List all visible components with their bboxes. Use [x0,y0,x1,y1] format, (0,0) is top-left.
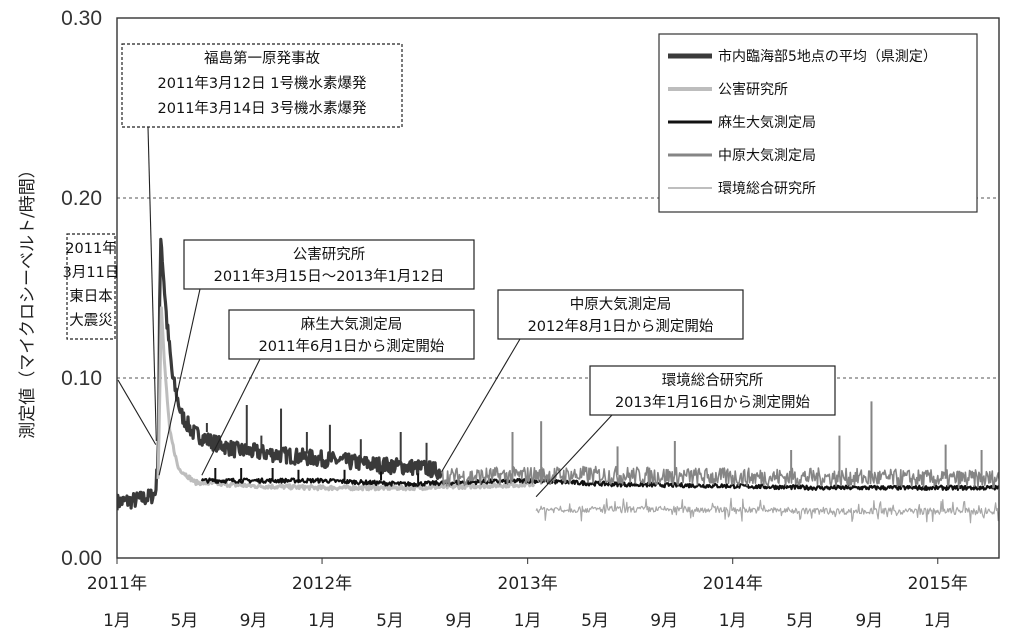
legend-label: 公害研究所 [718,82,788,98]
x-month-label: 5月 [581,611,609,631]
annotation-text: 東日本 [69,288,113,305]
y-tick-label: 0.10 [61,367,102,390]
annotation-text: 中原大気測定局 [570,296,672,313]
annotation-pointer [158,288,201,476]
annotation-text: 大震災 [69,312,113,329]
x-month-label: 1月 [103,611,131,631]
x-month-label: 9月 [240,611,268,631]
y-axis-label: 測定値（マイクロシーベルト/時間） [18,161,38,438]
annotation-box [497,289,744,340]
annotation-text: 3月11日 [63,265,120,281]
annotation-box [66,233,116,340]
annotations: 福島第一原発事故 2011年3月12日 1号機水素爆発 2011年3月14日 3号機… [63,43,836,498]
annotation-box [228,309,475,360]
x-year-label: 2013年 [498,574,558,594]
x-month-label: 9月 [445,611,473,631]
series-4 [535,497,999,524]
y-tick-label: 0.30 [61,7,102,30]
annotation-2: 公害研究所 2011年3月15日～2013年1月12日 [158,239,475,476]
annotation-text: 2011年3月12日 1号機水素爆発 [158,75,367,92]
series-layer [117,237,999,524]
annotation-text: 2011年3月14日 3号機水素爆発 [158,100,367,117]
plot-frame [116,17,1000,559]
x-year-label: 2015年 [908,574,968,594]
series-2 [200,468,999,491]
annotation-box [589,365,836,416]
annotation-3: 麻生大気測定局 2011年6月1日から測定開始 [201,309,475,476]
x-month-label: 1月 [719,611,747,631]
annotation-4: 中原大気測定局 2012年8月1日から測定開始 [441,289,744,472]
annotation-pointer [201,358,261,476]
x-year-label: 2014年 [703,574,763,594]
y-tick-label: 0.20 [61,187,102,210]
x-month-label: 1月 [924,611,952,631]
legend-label: 中原大気測定局 [718,148,816,164]
x-year-label: 2011年 [87,574,147,594]
series-3 [440,401,999,489]
annotation-text: 2011年3月15日～2013年1月12日 [214,268,445,285]
x-month-label: 1月 [308,611,336,631]
annotation-text: 2011年 [65,240,116,257]
legend-label: 環境総合研究所 [718,181,816,197]
annotation-text: 2011年6月1日から測定開始 [259,338,445,355]
series-line [200,477,999,491]
annotation-text: 2012年8月1日から測定開始 [528,318,714,335]
annotation-pointer [147,126,157,442]
legend-label: 麻生大気測定局 [718,115,816,131]
x-month-label: 9月 [650,611,678,631]
annotation-pointer [535,414,613,498]
annotation-text: 環境総合研究所 [662,371,764,389]
annotation-text: 公害研究所 [293,246,366,263]
x-year-label: 2012年 [292,574,352,594]
x-month-label: 1月 [514,611,542,631]
x-month-label: 5月 [786,611,814,631]
x-month-label: 5月 [376,611,404,631]
axes: 0.00 0.10 0.20 0.30 2011年 2012年 2013年 2014年 2015… [61,7,968,631]
annotation-text: 麻生大気測定局 [301,316,403,333]
series-line [535,497,999,524]
annotation-pointer [117,379,157,445]
annotation-text: 福島第一原発事故 [204,49,320,67]
annotation-5: 環境総合研究所 2013年1月16日から測定開始 [535,365,836,498]
series-line [117,237,444,511]
x-month-label: 9月 [855,611,883,631]
legend-label: 市内臨海部5地点の平均（県測定） [718,48,937,65]
series-line [440,465,999,489]
annotation-pointer [441,338,521,472]
series-0 [117,237,444,511]
annotation-0: 福島第一原発事故 2011年3月12日 1号機水素爆発 2011年3月14日 3号機… [121,43,403,442]
legend: 市内臨海部5地点の平均（県測定） 公害研究所麻生大気測定局中原大気測定局環境総合研… [658,33,978,213]
annotation-text: 2013年1月16日から測定開始 [615,394,811,411]
y-tick-label: 0.00 [61,547,102,570]
annotation-box [121,43,403,128]
annotation-box [183,239,475,290]
x-month-label: 5月 [170,611,198,631]
